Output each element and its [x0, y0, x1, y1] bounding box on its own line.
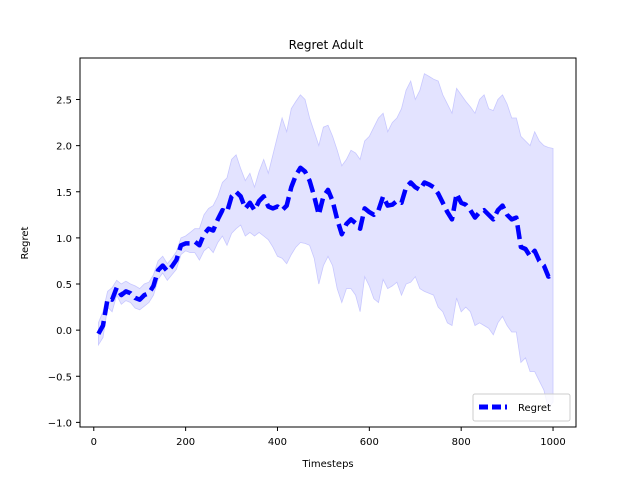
- y-tick-label: 1.0: [56, 234, 72, 245]
- x-tick-label: 200: [176, 437, 195, 448]
- y-tick-label: 2.0: [56, 142, 72, 153]
- series-line-regret: [96, 165, 554, 335]
- x-axis: 0 200 400 600 800 1000: [91, 427, 566, 448]
- y-axis: −1.0 −0.5 0.0 0.5 1.0 1.5 2.0 2.5: [48, 96, 80, 429]
- x-tick-label: 400: [268, 437, 287, 448]
- chart-title: Regret Adult: [289, 38, 364, 52]
- x-tick-label: 0: [91, 437, 97, 448]
- x-tick-label: 600: [360, 437, 379, 448]
- series-line-layer: [96, 165, 554, 335]
- y-axis-title: Regret: [20, 226, 31, 259]
- confidence-band-0: [98, 73, 554, 410]
- legend-frame: [472, 393, 571, 422]
- y-tick-label: 1.5: [56, 188, 72, 199]
- x-axis-title: Timesteps: [301, 459, 353, 470]
- x-tick-label: 800: [452, 437, 471, 448]
- y-tick-label: 0.5: [56, 280, 72, 291]
- x-tick-label: 1000: [540, 437, 565, 448]
- legend: Regret: [472, 393, 571, 422]
- y-tick-label: 2.5: [56, 96, 72, 107]
- y-tick-label: −1.0: [48, 418, 72, 429]
- y-tick-label: −0.5: [48, 372, 72, 383]
- legend-label-regret: Regret: [518, 403, 551, 414]
- confidence-band-layer: [98, 73, 554, 410]
- plot-frame: [79, 57, 577, 428]
- y-tick-label: 0.0: [56, 326, 72, 337]
